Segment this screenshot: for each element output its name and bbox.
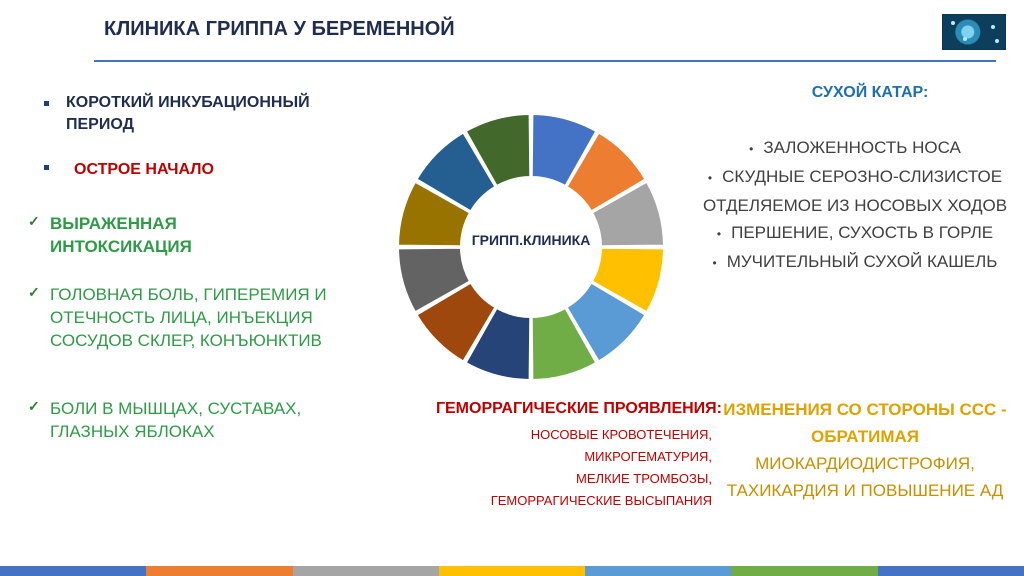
hemorrhagic-line: НОСОВЫЕ КРОВОТЕЧЕНИЯ,: [530, 427, 712, 442]
footer-color-segment: [731, 566, 878, 576]
footer-color-segment: [585, 566, 732, 576]
check-icon: ✓: [28, 398, 40, 414]
footer-color-segment: [0, 566, 147, 576]
footer-color-bar: [0, 566, 1024, 576]
list-item: • ПЕРШЕНИЕ, СУХОСТЬ В ГОРЛЕ: [716, 223, 994, 242]
cardio-heading: ИЗМЕНЕНИЯ СО СТОРОНЫ ССС - ОБРАТИМАЯ: [723, 400, 1007, 446]
ring-segment: [565, 131, 647, 213]
headache-item: ГОЛОВНАЯ БОЛЬ, ГИПЕРЕМИЯ И ОТЕЧНОСТЬ ЛИЦ…: [50, 285, 327, 350]
check-icon: ✓: [28, 284, 40, 300]
bullet-marker: [44, 101, 49, 106]
intoxication-item: ВЫРАЖЕННАЯ ИНТОКСИКАЦИЯ: [50, 214, 192, 256]
dry-catarrh-list: • ЗАЛОЖЕННОСТЬ НОСА • СКУДНЫЕ СЕРОЗНО-СЛИЗ…: [700, 134, 1010, 277]
hemorrhagic-line: МИКРОГЕМАТУРИЯ,: [584, 449, 712, 464]
ring-segment: [464, 112, 532, 188]
ring-segment: [590, 246, 666, 314]
page-title: КЛИНИКА ГРИППА У БЕРЕМЕННОЙ: [104, 18, 455, 40]
cardio-body: МИОКАРДИОДИСТРОФИЯ, ТАХИКАРДИЯ И ПОВЫШЕН…: [726, 454, 1004, 500]
ring-segment: [396, 246, 472, 314]
ring-segment: [530, 112, 598, 188]
check-icon: ✓: [28, 213, 40, 229]
hemorrhagic-list: НОСОВЫЕ КРОВОТЕЧЕНИЯ, МИКРОГЕМАТУРИЯ, МЕ…: [410, 424, 712, 512]
footer-color-segment: [146, 566, 293, 576]
ring-segment: [415, 281, 497, 363]
ring-segment: [530, 306, 598, 382]
hemorrhagic-line: МЕЛКИЕ ТРОМБОЗЫ,: [576, 471, 712, 486]
list-item: • ЗАЛОЖЕННОСТЬ НОСА: [749, 138, 961, 157]
muscle-pain-item: БОЛИ В МЫШЦАХ, СУСТАВАХ, ГЛАЗНЫХ ЯБЛОКАХ: [50, 399, 302, 441]
bullet-marker: [44, 165, 49, 170]
ring-segment: [464, 306, 532, 382]
list-item: • СКУДНЫЕ СЕРОЗНО-СЛИЗИСТОЕ ОТДЕЛЯЕМОЕ ИЗ…: [702, 167, 1008, 215]
ring-segment: [415, 131, 497, 213]
ring-center-label: ГРИПП.КЛИНИКА: [471, 232, 591, 248]
list-item-text: СКУДНЫЕ СЕРОЗНО-СЛИЗИСТОЕ ОТДЕЛЯЕМОЕ ИЗ …: [702, 167, 1008, 215]
list-item: • МУЧИТЕЛЬНЫЙ СУХОЙ КАШЕЛЬ: [712, 252, 998, 271]
ring-segment: [590, 180, 666, 248]
footer-color-segment: [438, 566, 586, 576]
hemorrhagic-line: ГЕМОРРАГИЧЕСКИЕ ВЫСЫПАНИЯ: [490, 493, 712, 508]
virus-logo-image: [942, 14, 1006, 50]
dry-catarrh-heading: СУХОЙ КАТАР:: [811, 84, 929, 101]
list-item-text: ЗАЛОЖЕННОСТЬ НОСА: [763, 138, 961, 157]
hemorrhagic-heading: ГЕМОРРАГИЧЕСКИЕ ПРОЯВЛЕНИЯ:: [435, 400, 722, 417]
footer-color-segment: [877, 566, 1024, 576]
ring-segment: [565, 281, 647, 363]
list-item-text: ПЕРШЕНИЕ, СУХОСТЬ В ГОРЛЕ: [731, 223, 994, 242]
list-item-text: МУЧИТЕЛЬНЫЙ СУХОЙ КАШЕЛЬ: [726, 252, 998, 271]
acute-onset-item: ОСТРОЕ НАЧАЛО: [74, 161, 214, 178]
title-divider: [94, 60, 996, 62]
segmented-ring-graphic: [396, 112, 666, 382]
footer-color-segment: [292, 566, 439, 576]
ring-segment: [396, 180, 472, 248]
incubation-item: КОРОТКИЙ ИНКУБАЦИОННЫЙ ПЕРИОД: [66, 94, 310, 133]
